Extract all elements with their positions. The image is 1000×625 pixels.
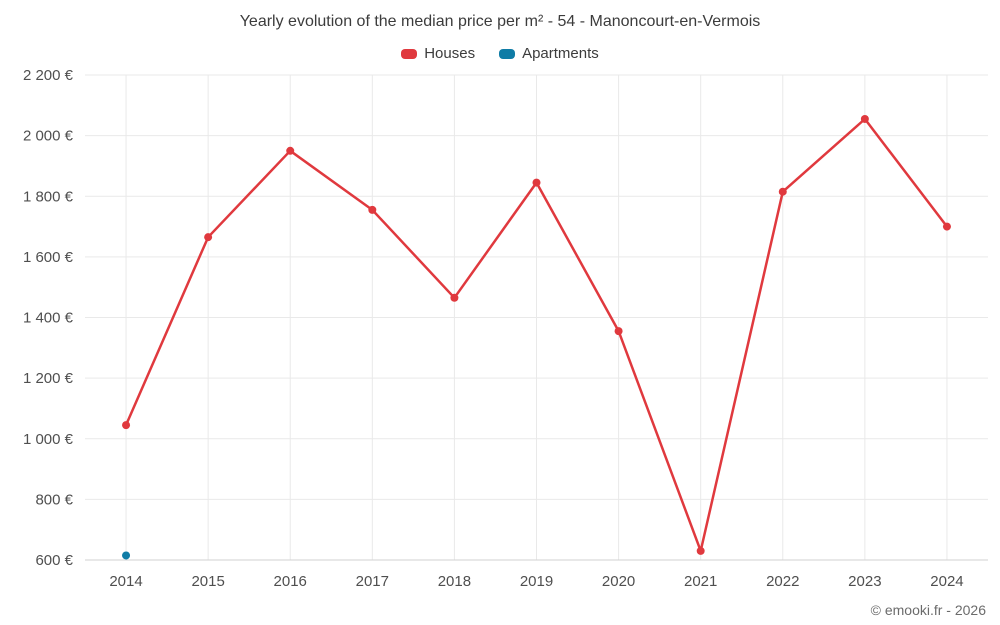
svg-text:1 400 €: 1 400 € [23, 310, 74, 327]
legend-label-apartments: Apartments [522, 45, 599, 62]
svg-text:1 200 €: 1 200 € [23, 370, 74, 387]
svg-text:2018: 2018 [438, 573, 471, 590]
svg-text:1 000 €: 1 000 € [23, 431, 74, 448]
svg-text:2023: 2023 [848, 573, 881, 590]
legend-item-houses[interactable]: Houses [401, 45, 475, 62]
svg-text:2020: 2020 [602, 573, 635, 590]
svg-text:800 €: 800 € [35, 491, 73, 508]
copyright-text: © emooki.fr - 2026 [870, 602, 986, 618]
svg-text:2017: 2017 [356, 573, 389, 590]
svg-text:2 000 €: 2 000 € [23, 128, 74, 145]
svg-text:2019: 2019 [520, 573, 553, 590]
svg-text:2021: 2021 [684, 573, 717, 590]
chart-legend: Houses Apartments [0, 45, 1000, 62]
svg-text:600 €: 600 € [35, 552, 73, 569]
svg-text:2014: 2014 [109, 573, 142, 590]
houses-legend-marker-icon [401, 48, 418, 59]
legend-item-apartments[interactable]: Apartments [499, 45, 599, 62]
svg-text:2 200 €: 2 200 € [23, 67, 74, 84]
svg-text:1 600 €: 1 600 € [23, 249, 74, 266]
apartments-legend-marker-icon [499, 48, 516, 59]
svg-text:1 800 €: 1 800 € [23, 188, 74, 205]
svg-text:2015: 2015 [191, 573, 224, 590]
legend-label-houses: Houses [424, 45, 476, 62]
svg-text:2016: 2016 [274, 573, 307, 590]
svg-text:2022: 2022 [766, 573, 799, 590]
svg-text:2024: 2024 [930, 573, 963, 590]
chart-title: Yearly evolution of the median price per… [239, 13, 761, 30]
